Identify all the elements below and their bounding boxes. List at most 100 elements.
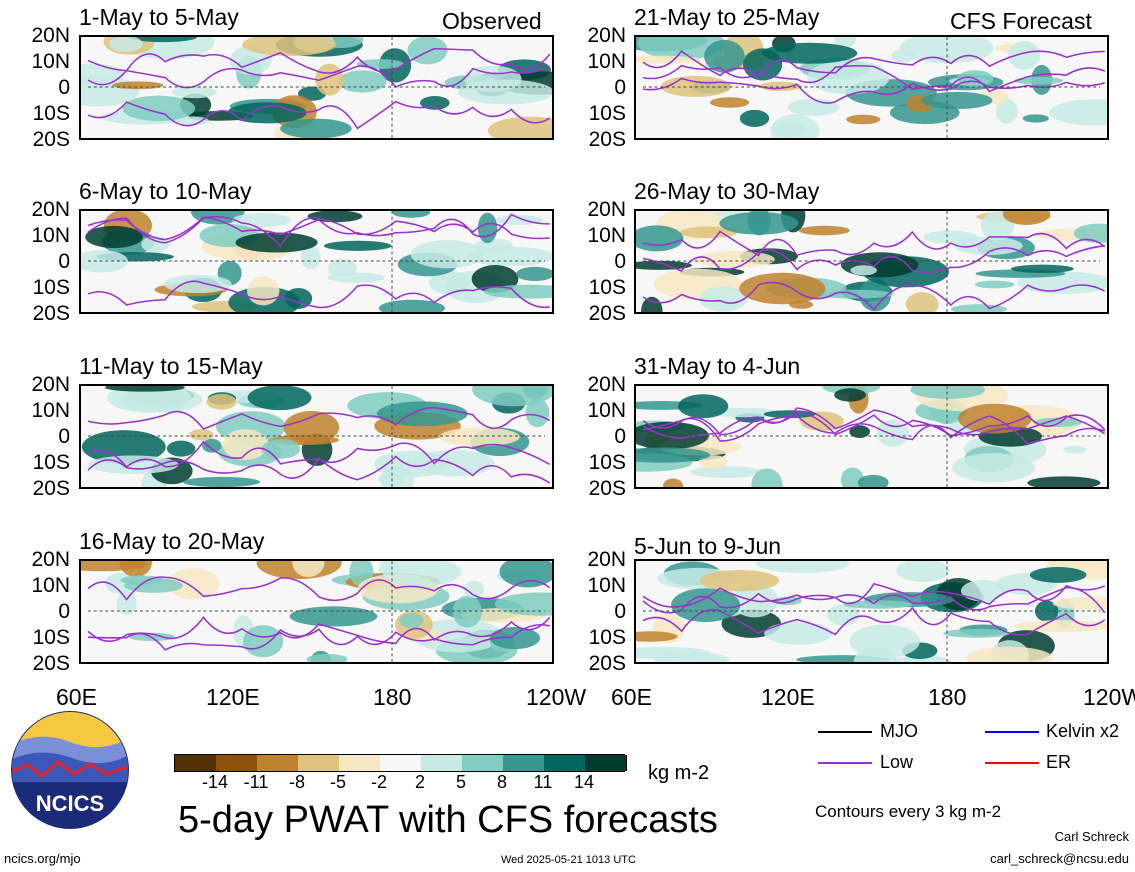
- pwat-anomaly-blob: [921, 91, 993, 110]
- low-contour: [642, 415, 1106, 445]
- low-line-key: [818, 762, 872, 764]
- y-tick-label: 10S: [588, 102, 626, 125]
- pwat-anomaly-blob: [243, 625, 284, 658]
- low-contour: [87, 215, 550, 248]
- pwat-anomaly-blob: [463, 580, 485, 598]
- pwat-field: [636, 561, 1107, 662]
- pwat-anomaly-blob: [764, 621, 833, 645]
- pwat-anomaly-blob: [923, 230, 978, 244]
- low-contour: [87, 100, 551, 130]
- pwat-anomaly-blob: [439, 427, 520, 447]
- pwat-anomaly-blob: [399, 612, 424, 628]
- y-tick-label: 10N: [587, 574, 626, 597]
- pwat-field: [636, 386, 1106, 487]
- pwat-anomaly-blob: [141, 236, 170, 253]
- pwat-field: [636, 211, 1107, 312]
- y-tick-label: 20S: [588, 302, 626, 325]
- y-tick-label: 10N: [587, 50, 626, 73]
- pwat-anomaly-blob: [857, 474, 889, 487]
- pwat-anomaly-blob: [477, 212, 498, 244]
- pwat-anomaly-blob: [289, 606, 378, 627]
- map-panel-4: [79, 559, 554, 664]
- pwat-anomaly-blob: [283, 410, 340, 444]
- y-tick-label: 10N: [587, 224, 626, 247]
- pwat-anomaly-blob: [247, 276, 280, 306]
- pwat-anomaly-blob: [709, 97, 750, 108]
- low-contour: [642, 245, 1105, 274]
- pwat-anomaly-blob: [704, 39, 745, 73]
- low-contour: [87, 455, 551, 484]
- colorbar-swatch: [462, 755, 504, 771]
- pwat-anomaly-blob: [637, 37, 725, 60]
- y-tick-label: 20N: [31, 548, 70, 571]
- pwat-anomaly-blob: [689, 466, 764, 478]
- y-tick-label: 20S: [32, 302, 70, 325]
- y-tick-label: 10N: [31, 50, 70, 73]
- low-contour: [642, 64, 1106, 93]
- pwat-anomaly-blob: [489, 626, 541, 650]
- pwat-anomaly-blob: [338, 70, 387, 93]
- mjo-line-key: [818, 731, 872, 733]
- panel-title: 21-May to 25-May: [634, 4, 820, 30]
- pwat-anomaly-blob: [896, 561, 949, 583]
- pwat-anomaly-blob: [807, 60, 890, 95]
- figure-title: 5-day PWAT with CFS forecasts: [178, 799, 718, 841]
- website-link[interactable]: ncics.org/mjo: [4, 851, 81, 866]
- low-contour: [87, 47, 551, 74]
- pwat-anomaly-blob: [373, 450, 450, 478]
- kelvin-line-key: [985, 731, 1039, 733]
- pwat-anomaly-blob: [671, 588, 741, 623]
- mjo-label: MJO: [880, 721, 918, 741]
- low-contour: [87, 616, 551, 645]
- panel-title: 16-May to 20-May: [79, 528, 265, 554]
- pwat-anomaly-blob: [1029, 567, 1087, 583]
- y-tick-label: 20S: [588, 652, 626, 675]
- pwat-anomaly-blob: [166, 440, 196, 457]
- y-tick-label: 10S: [588, 626, 626, 649]
- pwat-anomaly-blob: [280, 118, 352, 138]
- colorbar-tick-label: 14: [573, 772, 595, 792]
- pwat-anomaly-blob: [759, 81, 802, 92]
- pwat-anomaly-blob: [109, 37, 143, 52]
- pwat-anomaly-blob: [636, 55, 703, 64]
- er-label: ER: [1046, 752, 1072, 772]
- pwat-anomaly-blob: [751, 468, 783, 487]
- low-contour: [642, 230, 1106, 257]
- x-tick-label: 120W: [1083, 684, 1135, 710]
- pwat-anomaly-blob: [516, 266, 552, 282]
- author-name: Carl Schreck: [1054, 829, 1129, 844]
- panel-title: 6-May to 10-May: [79, 178, 252, 204]
- pwat-anomaly-blob: [653, 652, 730, 662]
- colorbar-tick-label: 11: [533, 772, 553, 792]
- kelvin-label: Kelvin x2: [1046, 721, 1120, 741]
- pwat-anomaly-blob: [202, 438, 222, 453]
- y-tick-label: 20N: [587, 24, 626, 47]
- pwat-anomaly-blob: [636, 260, 692, 270]
- colorbar-tick-label: -14: [201, 772, 228, 792]
- map-panel-8: [634, 559, 1109, 664]
- map-panel-5: [634, 35, 1109, 140]
- pwat-anomaly-blob: [306, 653, 348, 662]
- pwat-field: [81, 37, 552, 138]
- pwat-anomaly-blob: [943, 628, 1011, 638]
- map-panel-2: [79, 209, 554, 314]
- pwat-anomaly-blob: [995, 98, 1018, 124]
- logo-text: NCICS: [36, 791, 104, 816]
- logo-icon: NCICS: [11, 711, 129, 829]
- low-contour: [642, 410, 1106, 439]
- pwat-anomaly-blob: [660, 75, 731, 98]
- low-contour: [642, 407, 1106, 436]
- pwat-anomaly-blob: [719, 211, 799, 235]
- pwat-field: [636, 37, 1107, 138]
- pwat-anomaly-blob: [910, 386, 985, 399]
- pwat-anomaly-blob: [770, 114, 820, 138]
- pwat-anomaly-blob: [119, 561, 152, 577]
- colorbar-swatch: [216, 755, 258, 771]
- pwat-anomaly-blob: [129, 37, 197, 43]
- pwat-anomaly-blob: [222, 429, 268, 461]
- y-tick-label: 0: [58, 76, 70, 99]
- x-tick-label: 120E: [761, 684, 815, 710]
- pwat-anomaly-blob: [678, 394, 729, 419]
- y-tick-label: 10N: [31, 399, 70, 422]
- pwat-anomaly-blob: [636, 631, 678, 642]
